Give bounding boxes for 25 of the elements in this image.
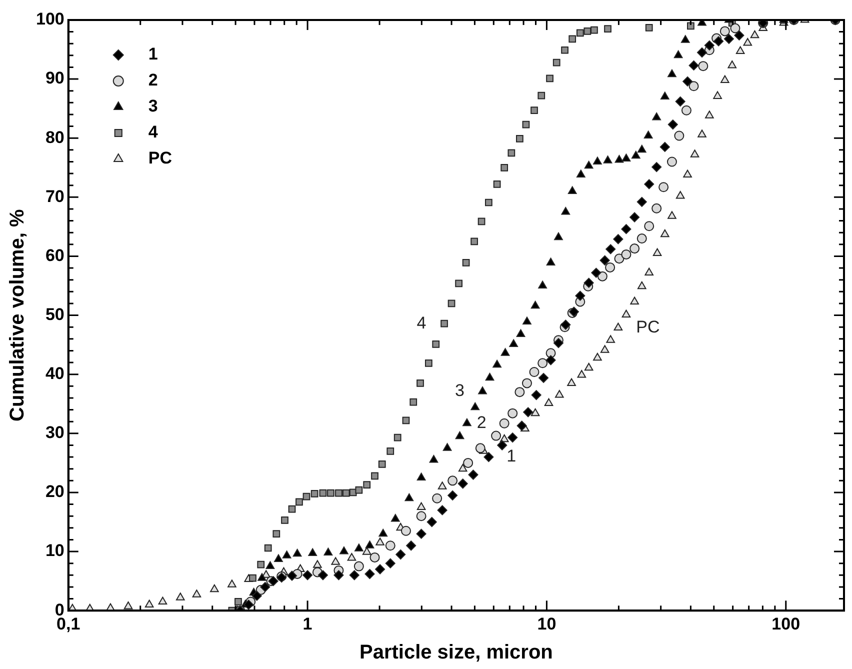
y-tick-label: 50 (45, 304, 64, 324)
y-tick-label: 10 (45, 541, 64, 560)
legend-label: 3 (148, 96, 158, 116)
legend-label: PC (148, 148, 172, 168)
y-tick-label: 20 (45, 482, 64, 502)
y-tick-label: 30 (45, 423, 64, 442)
annotation: PC (636, 317, 660, 336)
legend-label: 1 (148, 44, 158, 64)
y-tick-label: 60 (45, 246, 64, 265)
x-tick-label: 100 (772, 614, 800, 634)
y-tick-label: 100 (36, 10, 64, 29)
y-axis-title: Cumulative volume, % (6, 208, 29, 422)
y-tick-label: 80 (45, 128, 64, 147)
annotation: 2 (476, 413, 486, 432)
y-tick-label: 90 (45, 68, 64, 88)
annotation: 1 (506, 446, 516, 466)
y-tick-label: 40 (45, 364, 64, 384)
annotation: 3 (455, 381, 465, 400)
x-tick-label: 1 (302, 614, 312, 634)
x-tick-label: 10 (537, 614, 556, 634)
annotation: 4 (416, 313, 426, 332)
legend-label: 4 (148, 122, 158, 142)
y-tick-label: 70 (45, 186, 64, 206)
x-axis-title: Particle size, micron (359, 642, 553, 664)
legend-label: 2 (148, 70, 158, 90)
